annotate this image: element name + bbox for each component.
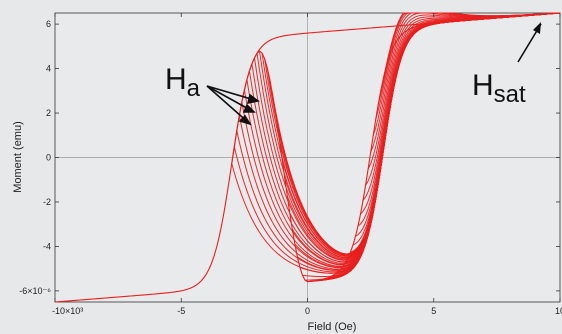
ha-arrowhead-2 — [242, 103, 256, 113]
upper-envelope — [231, 12, 561, 283]
x-axis-title: Field (Oe) — [308, 321, 357, 333]
ha-arrowhead-1 — [246, 93, 260, 105]
hsat-arrowhead — [533, 22, 541, 34]
y-tick-label: 6 — [46, 19, 51, 29]
ha-arrowhead-3 — [238, 114, 252, 126]
ha-label-sub: a — [187, 75, 201, 102]
x-tick-label: 5 — [431, 306, 436, 316]
axis-ticks: -10×10³ -5 0 5 10 -6×10⁻⁶ -4 -2 0 2 4 6 — [19, 13, 562, 316]
svg-text:Ha: Ha — [165, 63, 201, 102]
hsat-label-main: H — [472, 69, 494, 102]
ha-arrows — [206, 85, 260, 126]
ha-label-main: H — [165, 63, 187, 96]
y-axis-title: Moment (emu) — [12, 121, 24, 193]
y-tick-label: -6×10⁻⁶ — [19, 286, 51, 296]
y-tick-label: -2 — [43, 197, 51, 207]
x-tick-label: 0 — [305, 306, 310, 316]
hsat-label-sub: sat — [494, 81, 526, 108]
reversal-curve — [382, 12, 560, 80]
x-tick-label: 10 — [555, 306, 562, 316]
x-tick-label: -10×10³ — [52, 306, 83, 316]
y-tick-label: 4 — [46, 64, 51, 74]
hsat-annotation: Hsat — [472, 22, 542, 108]
y-tick-label: -4 — [43, 241, 51, 251]
svg-text:Hsat: Hsat — [472, 69, 526, 108]
x-tick-label: -5 — [177, 306, 185, 316]
y-tick-label: 2 — [46, 108, 51, 118]
ha-annotation: Ha — [165, 63, 260, 126]
y-tick-label: 0 — [46, 153, 51, 163]
frc-curves — [54, 12, 561, 303]
zero-lines — [55, 13, 560, 302]
